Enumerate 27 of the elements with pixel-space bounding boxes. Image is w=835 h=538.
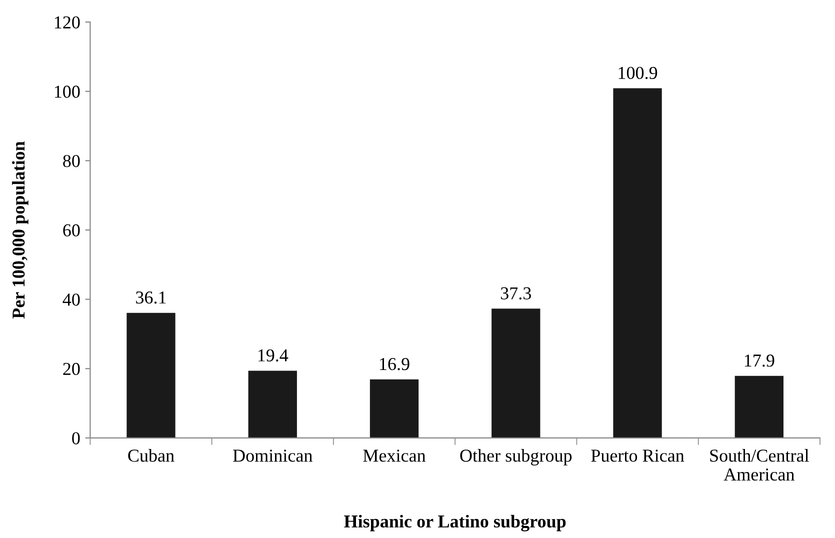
- bar: [492, 308, 540, 438]
- data-label: 37.3: [500, 287, 531, 300]
- bar: [370, 379, 419, 438]
- x-tick-label: Puerto Rican: [591, 450, 684, 462]
- y-tick-label: 80: [63, 154, 80, 168]
- x-axis-title: Hispanic or Latino subgroup: [344, 514, 566, 532]
- y-axis-title: Per 100,000 population: [12, 141, 28, 319]
- x-tick-label: South/Central American: [710, 449, 809, 481]
- data-label: 19.4: [258, 349, 288, 362]
- data-label: 36.1: [136, 291, 166, 304]
- x-tick-label: Dominican: [233, 450, 312, 462]
- y-tick-label: 100: [54, 86, 80, 98]
- y-tick-label: 60: [63, 224, 80, 236]
- data-label: 17.9: [744, 354, 774, 367]
- bar: [734, 376, 784, 438]
- bar: [248, 370, 297, 438]
- x-tick-label: Other subgroup: [460, 449, 572, 466]
- y-tick-label: 120: [54, 16, 80, 28]
- x-tick-label: Cuban: [128, 449, 174, 462]
- bar: [613, 88, 662, 438]
- y-tick-label: 40: [62, 294, 80, 306]
- x-tick-label: Mexican: [363, 450, 426, 462]
- data-label: 100.9: [618, 66, 658, 80]
- data-label: 16.9: [380, 358, 410, 370]
- bar: [126, 312, 176, 438]
- y-tick-label: 20: [63, 362, 80, 376]
- y-tick-label: 0: [72, 432, 80, 444]
